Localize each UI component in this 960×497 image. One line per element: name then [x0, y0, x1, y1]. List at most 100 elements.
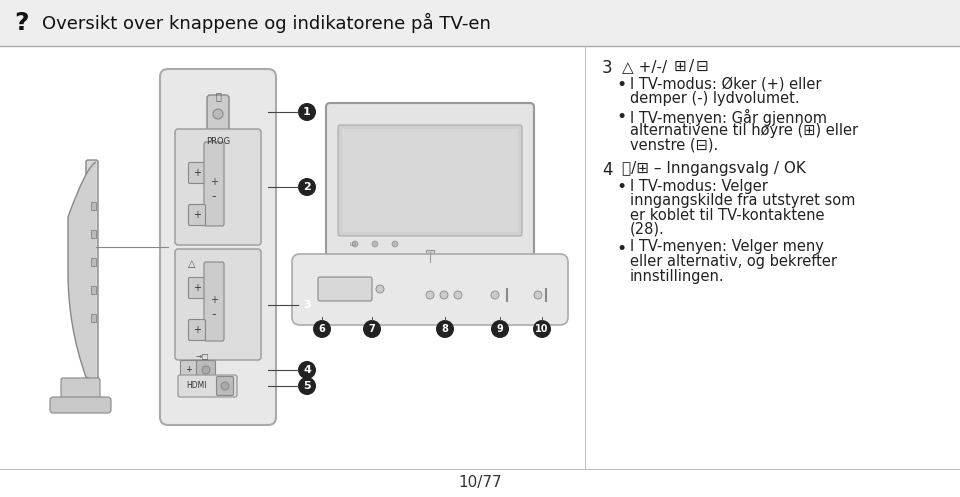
FancyBboxPatch shape	[50, 397, 111, 413]
Circle shape	[298, 103, 316, 121]
Text: er koblet til TV-kontaktene: er koblet til TV-kontaktene	[630, 208, 825, 223]
Text: eller alternativ, og bekrefter: eller alternativ, og bekrefter	[630, 254, 837, 269]
Text: •: •	[616, 240, 626, 257]
Text: •: •	[616, 108, 626, 127]
Text: LG: LG	[350, 242, 357, 247]
Text: -: -	[212, 309, 216, 322]
FancyBboxPatch shape	[61, 378, 100, 404]
Text: 6: 6	[319, 324, 325, 334]
Text: I TV-modus: Velger: I TV-modus: Velger	[630, 178, 768, 193]
Text: →□: →□	[196, 351, 209, 360]
Bar	[91, 286, 96, 294]
Text: ?: ?	[14, 11, 29, 35]
Text: ⥂/⊞ – Inngangsvalg / OK: ⥂/⊞ – Inngangsvalg / OK	[622, 161, 805, 176]
Text: +: +	[193, 283, 201, 293]
Text: (28).: (28).	[630, 222, 664, 237]
FancyBboxPatch shape	[160, 69, 276, 425]
Text: +: +	[185, 365, 192, 375]
PathPatch shape	[68, 162, 96, 382]
Text: /: /	[689, 59, 694, 74]
Circle shape	[363, 320, 381, 338]
Bar	[91, 258, 96, 266]
Text: ⊟: ⊟	[696, 59, 708, 74]
FancyBboxPatch shape	[204, 262, 224, 341]
Text: innstillingen.: innstillingen.	[630, 268, 725, 283]
Text: 1: 1	[303, 107, 311, 117]
Circle shape	[298, 377, 316, 395]
Text: 4: 4	[602, 161, 612, 179]
Bar	[91, 230, 96, 238]
Text: 10/77: 10/77	[458, 476, 502, 491]
Text: 4: 4	[303, 365, 311, 375]
Text: demper (-) lydvolumet.: demper (-) lydvolumet.	[630, 91, 800, 106]
Text: 5: 5	[303, 381, 311, 391]
Text: +: +	[210, 177, 218, 187]
FancyBboxPatch shape	[326, 103, 534, 256]
Circle shape	[436, 320, 454, 338]
Text: ⏻: ⏻	[215, 91, 221, 101]
Circle shape	[491, 291, 499, 299]
Text: •: •	[616, 77, 626, 94]
FancyBboxPatch shape	[292, 254, 568, 325]
Circle shape	[221, 382, 229, 390]
Text: alternativene til høyre (⊞) eller: alternativene til høyre (⊞) eller	[630, 123, 858, 138]
Circle shape	[298, 178, 316, 196]
Circle shape	[392, 241, 398, 247]
Bar	[0, 0, 960, 46]
Text: PROG: PROG	[206, 138, 230, 147]
Circle shape	[372, 241, 378, 247]
Circle shape	[202, 366, 210, 374]
Circle shape	[376, 285, 384, 293]
Text: HDMI: HDMI	[186, 382, 206, 391]
FancyBboxPatch shape	[318, 277, 372, 301]
Text: venstre (⊟).: venstre (⊟).	[630, 138, 718, 153]
Circle shape	[213, 109, 223, 119]
Bar	[91, 202, 96, 210]
FancyBboxPatch shape	[188, 320, 205, 340]
Text: △: △	[188, 259, 196, 269]
Circle shape	[440, 291, 448, 299]
FancyBboxPatch shape	[197, 360, 215, 380]
FancyBboxPatch shape	[217, 377, 233, 396]
Text: I TV-modus: Øker (+) eller: I TV-modus: Øker (+) eller	[630, 77, 822, 91]
FancyBboxPatch shape	[86, 160, 98, 384]
Text: inngangskilde fra utstyret som: inngangskilde fra utstyret som	[630, 193, 855, 208]
Text: 3: 3	[303, 300, 311, 310]
Text: 2: 2	[303, 182, 311, 192]
Text: 9: 9	[496, 324, 503, 334]
Text: 3: 3	[602, 59, 612, 77]
Circle shape	[491, 320, 509, 338]
Text: I TV-menyen: Går gjennom: I TV-menyen: Går gjennom	[630, 108, 827, 126]
Text: 8: 8	[442, 324, 448, 334]
Text: Oversikt over knappene og indikatorene på TV-en: Oversikt over knappene og indikatorene p…	[42, 13, 491, 33]
Circle shape	[298, 296, 316, 314]
Circle shape	[533, 320, 551, 338]
Circle shape	[426, 291, 434, 299]
Text: +: +	[193, 210, 201, 220]
Text: ⊞: ⊞	[674, 59, 686, 74]
FancyBboxPatch shape	[178, 375, 237, 397]
Circle shape	[454, 291, 462, 299]
Bar	[91, 314, 96, 322]
Bar	[426, 250, 434, 274]
Text: +: +	[210, 295, 218, 305]
FancyBboxPatch shape	[204, 142, 224, 226]
FancyBboxPatch shape	[338, 125, 522, 236]
Circle shape	[352, 241, 358, 247]
Circle shape	[534, 291, 542, 299]
Text: I TV-menyen: Velger meny: I TV-menyen: Velger meny	[630, 240, 824, 254]
Text: -: -	[212, 190, 216, 203]
FancyBboxPatch shape	[188, 163, 205, 183]
FancyBboxPatch shape	[175, 249, 261, 360]
Bar	[342, 129, 518, 232]
Text: 7: 7	[369, 324, 375, 334]
Text: +: +	[193, 325, 201, 335]
Text: •: •	[616, 178, 626, 196]
Circle shape	[313, 320, 331, 338]
Text: +: +	[193, 168, 201, 178]
FancyBboxPatch shape	[188, 277, 205, 299]
FancyBboxPatch shape	[180, 360, 198, 380]
FancyBboxPatch shape	[175, 129, 261, 245]
FancyBboxPatch shape	[207, 95, 229, 133]
Text: 10: 10	[536, 324, 549, 334]
